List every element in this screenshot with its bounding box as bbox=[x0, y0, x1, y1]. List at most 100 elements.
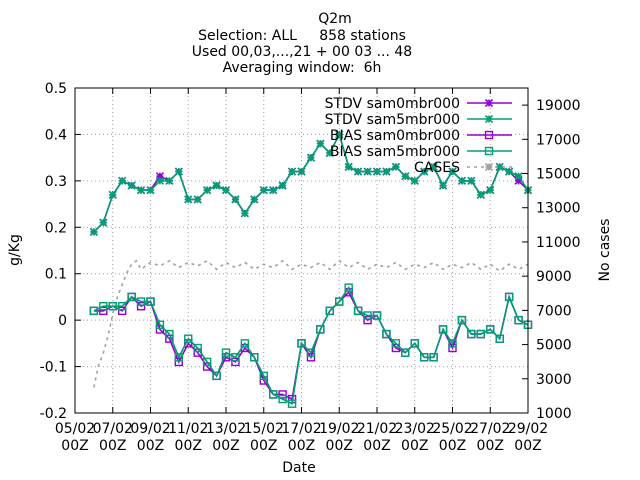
data-point bbox=[401, 172, 410, 181]
data-point bbox=[250, 353, 259, 362]
x-tick-label-date: 19/02 bbox=[319, 421, 359, 437]
x-tick-label-date: 09/02 bbox=[130, 421, 170, 437]
y-tick-label: 0 bbox=[58, 313, 67, 329]
x-tick-label-hour: 00Z bbox=[175, 438, 202, 454]
data-point bbox=[89, 227, 98, 236]
data-point bbox=[240, 339, 250, 348]
data-point bbox=[118, 176, 127, 185]
data-point bbox=[306, 353, 316, 362]
y-tick-label: 0.1 bbox=[45, 267, 67, 283]
data-point bbox=[221, 186, 231, 195]
x-tick-label-hour: 00Z bbox=[439, 438, 466, 454]
y-tick-label: 0.3 bbox=[45, 174, 67, 190]
data-point bbox=[495, 162, 504, 171]
legend-marker bbox=[484, 114, 494, 124]
data-point bbox=[467, 176, 476, 185]
data-point bbox=[231, 357, 240, 367]
data-point bbox=[259, 186, 268, 195]
data-point bbox=[391, 343, 401, 353]
data-point bbox=[231, 353, 240, 362]
x-tick-label-hour: 00Z bbox=[61, 438, 88, 454]
x-tick-label-hour: 00Z bbox=[401, 438, 428, 454]
data-point bbox=[391, 162, 400, 171]
x-tick-label-date: 07/02 bbox=[93, 421, 133, 437]
y2-tick-label: 9000 bbox=[536, 269, 572, 285]
data-point bbox=[268, 390, 278, 399]
data-point bbox=[438, 181, 448, 190]
series-3 bbox=[89, 283, 533, 408]
y2-tick-label: 17000 bbox=[536, 132, 581, 148]
data-point bbox=[287, 167, 297, 176]
data-point bbox=[306, 153, 316, 162]
data-point bbox=[278, 390, 287, 399]
data-point bbox=[127, 292, 136, 302]
x-tick-label-date: 23/02 bbox=[395, 421, 435, 437]
data-point bbox=[136, 302, 146, 311]
x-tick-label-hour: 00Z bbox=[288, 438, 315, 454]
data-point bbox=[174, 167, 183, 176]
data-point bbox=[420, 167, 429, 176]
chart-subtitle-1: Selection: ALL 858 stations bbox=[198, 28, 406, 44]
legend-label: STDV sam0mbr000 bbox=[325, 96, 460, 112]
data-point bbox=[250, 195, 259, 204]
data-point bbox=[146, 186, 155, 195]
y2-tick-label: 11000 bbox=[536, 235, 581, 251]
plot-frame bbox=[74, 87, 529, 414]
data-point bbox=[476, 190, 485, 199]
data-point bbox=[117, 306, 127, 316]
x-tick-label-hour: 00Z bbox=[212, 438, 239, 454]
x-tick-label-date: 25/02 bbox=[432, 421, 472, 437]
series-4 bbox=[93, 259, 529, 388]
data-point bbox=[297, 339, 306, 348]
data-point bbox=[495, 334, 504, 343]
legend-label: BIAS sam0mbr000 bbox=[330, 128, 460, 144]
x-tick-label-date: 11/02 bbox=[168, 421, 208, 437]
y2-axis: 1000 3000 5000 7000 9000 11000 13000 15000 17000… bbox=[522, 98, 581, 422]
data-point bbox=[89, 306, 99, 316]
data-point bbox=[382, 329, 391, 339]
legend-marker bbox=[484, 162, 494, 172]
chart-subtitle-3: Averaging window: 6h bbox=[223, 60, 382, 76]
y2-tick-label: 19000 bbox=[536, 98, 581, 114]
x-tick-label-hour: 00Z bbox=[250, 438, 277, 454]
data-point bbox=[203, 186, 212, 195]
data-point bbox=[325, 306, 335, 316]
data-point bbox=[306, 348, 316, 357]
series-line bbox=[93, 290, 529, 401]
y-tick-label: 0.2 bbox=[45, 220, 67, 236]
data-point bbox=[108, 190, 117, 199]
y2-tick-label: 3000 bbox=[536, 372, 572, 388]
data-point bbox=[240, 209, 249, 218]
x-tick-label-hour: 00Z bbox=[363, 438, 390, 454]
legend-marker bbox=[484, 98, 494, 108]
y-tick-label: 0.4 bbox=[45, 127, 67, 143]
data-point bbox=[212, 181, 221, 190]
data-point bbox=[372, 167, 382, 176]
data-point bbox=[174, 353, 184, 362]
data-point bbox=[448, 167, 457, 176]
series-layer bbox=[89, 130, 533, 408]
series-line bbox=[93, 285, 529, 405]
legend-marker bbox=[484, 130, 494, 140]
y2-tick-label: 15000 bbox=[536, 167, 581, 183]
data-point bbox=[278, 181, 287, 190]
data-point bbox=[438, 325, 448, 334]
data-point bbox=[514, 315, 523, 325]
data-point bbox=[99, 306, 108, 316]
legend-label: CASES bbox=[414, 160, 460, 176]
x-tick-label-date: 17/02 bbox=[281, 421, 321, 437]
x-axis-label: Date bbox=[282, 460, 315, 476]
data-point bbox=[108, 302, 117, 311]
y-tick-label: 0.5 bbox=[45, 81, 67, 97]
x-tick-label-date: 29/02 bbox=[508, 421, 548, 437]
y-axis-label: g/Kg bbox=[7, 234, 23, 266]
data-point bbox=[419, 353, 429, 362]
x-tick-label-date: 27/02 bbox=[470, 421, 510, 437]
legend-label: STDV sam5mbr000 bbox=[325, 112, 460, 128]
y-tick-label: -0.1 bbox=[40, 360, 67, 376]
data-point bbox=[184, 195, 193, 204]
data-point bbox=[259, 371, 268, 381]
data-point bbox=[363, 311, 372, 320]
data-point bbox=[448, 339, 457, 348]
